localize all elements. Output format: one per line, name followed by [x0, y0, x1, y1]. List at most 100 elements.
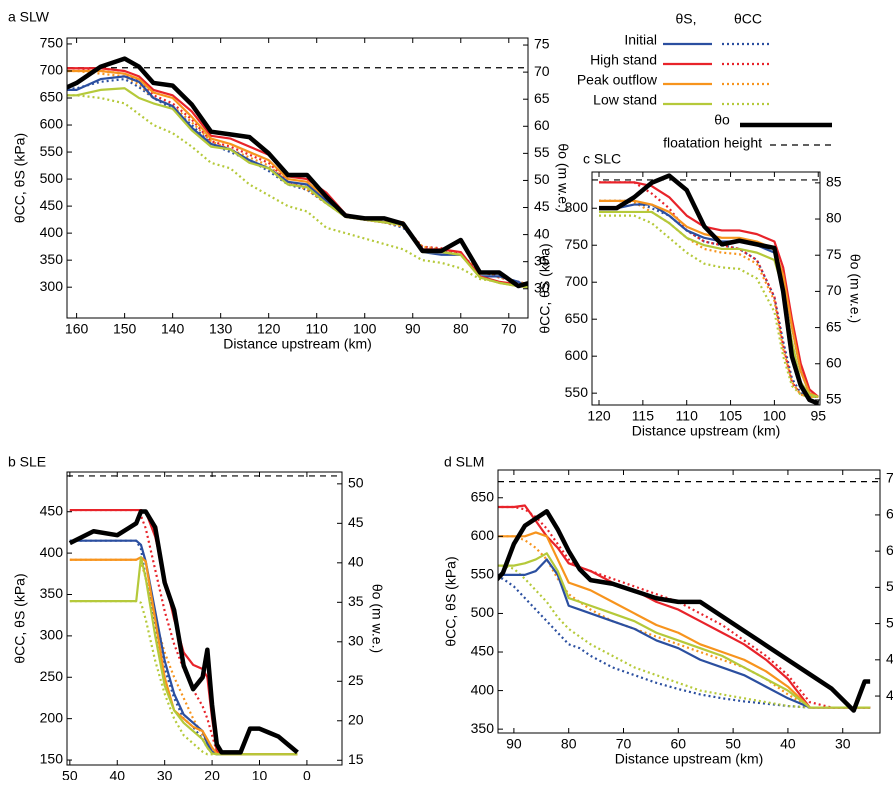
y2-tick-label: 25 — [348, 672, 364, 688]
panel-title: a SLW — [8, 9, 50, 25]
y-tick-label: 800 — [565, 199, 589, 215]
theta-s-line — [67, 67, 528, 289]
theta-s-line — [599, 210, 819, 398]
plot-frame — [497, 469, 881, 734]
x-tick-label: 140 — [161, 321, 185, 337]
y2-tick-label: 50 — [534, 171, 550, 187]
theta0-line — [599, 173, 820, 405]
y-tick-label: 350 — [40, 585, 64, 601]
x-tick-label: 50 — [62, 768, 78, 780]
y-tick-label: 300 — [40, 627, 64, 643]
y-tick-label: 750 — [40, 35, 64, 51]
y-tick-label: 700 — [40, 62, 64, 78]
x-tick-label: 50 — [725, 736, 741, 752]
y2-tick-label: 40 — [886, 687, 893, 703]
x-tick-label: 160 — [65, 321, 89, 337]
plot-area — [67, 56, 528, 289]
y-tick-label: 750 — [565, 236, 589, 252]
y2-tick-label: 65 — [826, 318, 842, 334]
x-tick-label: 115 — [632, 408, 655, 424]
y-tick-label: 450 — [471, 643, 495, 659]
x-tick-label: 40 — [780, 736, 796, 752]
y-tick-label: 350 — [471, 720, 495, 736]
x-tick-label: 130 — [209, 321, 233, 337]
y2-tick-label: 75 — [534, 36, 550, 52]
y2-tick-label: 75 — [826, 246, 842, 262]
y2-tick-label: 30 — [348, 633, 364, 649]
theta-cc-line — [599, 214, 819, 398]
plot-frame — [66, 37, 529, 319]
x-axis-label: Distance upstream (km) — [632, 423, 781, 439]
y-tick-label: 600 — [40, 116, 64, 132]
y2-tick-label: 45 — [886, 651, 893, 667]
y-tick-label: 650 — [471, 488, 495, 504]
x-tick-label: 110 — [676, 408, 699, 424]
x-tick-label: 20 — [204, 768, 220, 780]
theta-cc-line — [498, 564, 871, 709]
y2-tick-label: 30 — [534, 279, 550, 295]
y-axis-label: θCC, θS (kPa) — [12, 133, 28, 223]
x-tick-label: 80 — [453, 321, 469, 337]
theta0-line — [67, 56, 528, 289]
x-tick-label: 150 — [113, 321, 137, 337]
y2-tick-label: 40 — [534, 225, 550, 241]
legend-header: θS, — [675, 11, 696, 27]
y-tick-label: 700 — [565, 273, 589, 289]
y2-tick-label: 55 — [886, 578, 893, 594]
y-tick-label: 400 — [40, 224, 64, 240]
y-axis-label: θCC, θS (kPa) — [443, 556, 459, 646]
y2-tick-label: 50 — [886, 614, 893, 630]
legend-label: Low stand — [593, 92, 657, 108]
plot-area — [67, 475, 342, 756]
y-tick-label: 550 — [471, 566, 495, 582]
legend-header: θCC — [734, 11, 762, 27]
x-tick-label: 105 — [719, 408, 743, 424]
theta-s-line — [599, 199, 819, 398]
theta0-line — [68, 509, 299, 755]
x-tick-label: 95 — [810, 408, 826, 424]
theta-cc-line — [498, 576, 871, 709]
plot-area — [592, 173, 820, 405]
y2-tick-label: 60 — [886, 542, 893, 558]
theta-cc-line — [69, 508, 298, 756]
x-axis-label: Distance upstream (km) — [615, 751, 764, 767]
y2-tick-label: 55 — [826, 391, 842, 407]
y2-tick-label: 70 — [534, 63, 550, 79]
legend-label: floatation height — [663, 135, 762, 151]
x-tick-label: 120 — [257, 321, 281, 337]
theta-cc-line — [599, 199, 819, 398]
x-tick-label: 100 — [353, 321, 377, 337]
y-tick-label: 400 — [471, 681, 495, 697]
y-axis-label: θCC, θS (kPa) — [12, 573, 28, 663]
theta-s-line — [498, 531, 871, 709]
y-tick-label: 600 — [565, 347, 589, 363]
theta-s-line — [69, 556, 298, 756]
x-tick-label: 110 — [306, 321, 329, 337]
y2-tick-label: 60 — [826, 354, 842, 370]
panel-title: c SLC — [583, 151, 621, 167]
y2-tick-label: 65 — [534, 90, 550, 106]
x-tick-label: 0 — [303, 768, 311, 780]
theta-cc-line — [498, 505, 871, 709]
x-tick-label: 100 — [763, 408, 787, 424]
y-tick-label: 200 — [40, 709, 64, 725]
legend-label: Initial — [624, 32, 657, 48]
y-tick-label: 450 — [40, 197, 64, 213]
y2-tick-label: 80 — [826, 210, 842, 226]
plot-frame — [66, 471, 343, 766]
y2-tick-label: 45 — [534, 198, 550, 214]
panel-title: d SLM — [444, 454, 484, 470]
x-tick-label: 40 — [109, 768, 125, 780]
y2-tick-label: 55 — [534, 144, 550, 160]
y-tick-label: 400 — [40, 544, 64, 560]
legend-label: High stand — [590, 52, 657, 68]
theta-s-line — [67, 87, 528, 289]
y-tick-label: 650 — [40, 89, 64, 105]
y2-tick-label: 40 — [348, 554, 364, 570]
x-tick-label: 30 — [157, 768, 173, 780]
x-tick-label: 60 — [671, 736, 687, 752]
theta-cc-line — [67, 94, 528, 288]
y-tick-label: 250 — [40, 668, 64, 684]
y-tick-label: 650 — [565, 310, 589, 326]
